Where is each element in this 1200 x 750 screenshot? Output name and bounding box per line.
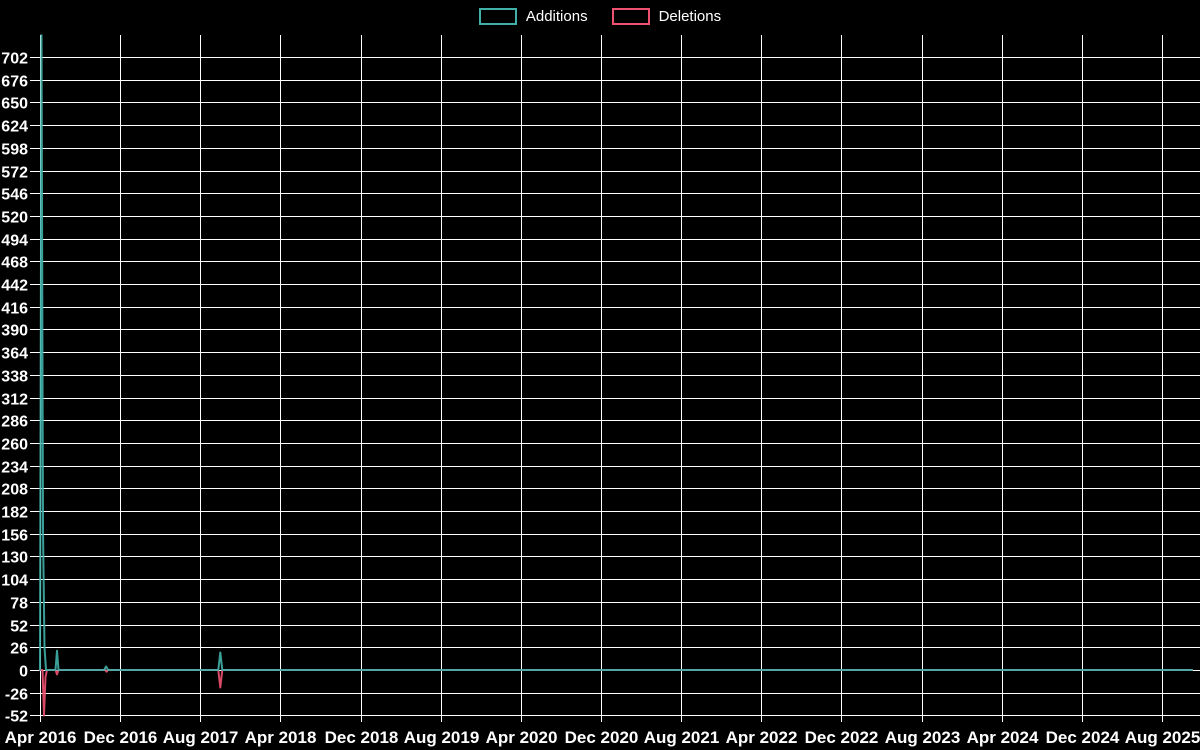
additions-swatch-icon (478, 8, 517, 25)
x-tick-label: Dec 2022 (805, 728, 879, 747)
y-tick-label: 312 (1, 392, 28, 409)
deletions-swatch-icon (611, 8, 650, 25)
series-line-deletions (39, 669, 1194, 717)
y-tick-label: 598 (1, 142, 28, 159)
y-tick-label: 104 (1, 573, 28, 590)
legend-label-additions: Additions (525, 8, 588, 25)
y-tick-label: 650 (1, 96, 28, 113)
y-tick-label: 702 (1, 51, 28, 68)
y-tick-label: 364 (1, 346, 28, 363)
y-tick-label: 442 (1, 278, 28, 295)
y-tick-label: 182 (1, 505, 28, 522)
x-tick-label: Aug 2019 (404, 728, 480, 747)
y-tick-label: 234 (1, 460, 28, 477)
y-tick-label: -52 (5, 709, 28, 726)
y-tick-label: 494 (1, 233, 28, 250)
y-tick-label: 156 (1, 528, 28, 545)
x-tick-label: Dec 2024 (1046, 728, 1120, 747)
y-tick-label: -26 (5, 687, 28, 704)
y-tick-label: 260 (1, 437, 28, 454)
legend-item-deletions[interactable]: Deletions (611, 8, 722, 25)
x-tick-label: Apr 2016 (5, 728, 77, 747)
y-tick-label: 130 (1, 550, 28, 567)
x-tick-label: Aug 2025 (1125, 728, 1200, 747)
x-tick-label: Apr 2022 (726, 728, 798, 747)
y-tick-label: 52 (10, 619, 28, 636)
legend-item-additions[interactable]: Additions (478, 8, 588, 25)
x-tick-label: Apr 2024 (967, 728, 1039, 747)
y-tick-label: 208 (1, 482, 28, 499)
x-tick-label: Apr 2020 (486, 728, 558, 747)
legend-label-deletions: Deletions (658, 8, 722, 25)
y-tick-label: 78 (10, 596, 28, 613)
x-tick-label: Dec 2020 (565, 728, 639, 747)
series-line-additions (39, 34, 1194, 671)
x-tick-label: Aug 2021 (644, 728, 720, 747)
y-tick-label: 286 (1, 414, 28, 431)
y-tick-label: 390 (1, 323, 28, 340)
y-tick-label: 468 (1, 255, 28, 272)
y-tick-label: 26 (10, 641, 28, 658)
y-tick-label: 546 (1, 187, 28, 204)
y-tick-label: 572 (1, 165, 28, 182)
x-tick-label: Aug 2023 (885, 728, 961, 747)
x-tick-label: Apr 2018 (245, 728, 317, 747)
y-tick-label: 0 (19, 664, 28, 681)
y-tick-label: 416 (1, 301, 28, 318)
x-tick-label: Dec 2016 (84, 728, 158, 747)
y-tick-label: 676 (1, 74, 28, 91)
y-tick-label: 338 (1, 369, 28, 386)
y-tick-label: 520 (1, 210, 28, 227)
x-tick-label: Aug 2017 (163, 728, 239, 747)
x-tick-label: Dec 2018 (325, 728, 399, 747)
y-tick-label: 624 (1, 119, 28, 136)
chart-legend: Additions Deletions (0, 8, 1200, 25)
